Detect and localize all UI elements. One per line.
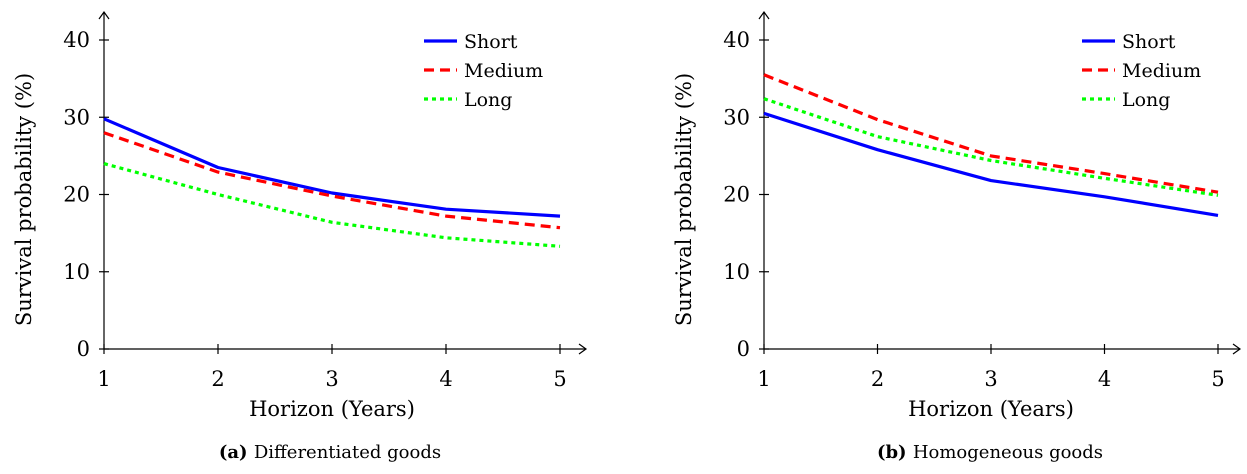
y-tick-label: 40	[723, 28, 750, 52]
x-tick-label: 2	[871, 367, 884, 391]
x-tick-label: 1	[97, 367, 110, 391]
x-tick-label: 2	[211, 367, 224, 391]
legend-label-medium: Medium	[464, 60, 543, 82]
y-tick-label: 10	[723, 260, 750, 284]
y-axis-title: Survival probability (%)	[12, 73, 36, 326]
series-line-long	[103, 162, 561, 248]
x-tick-label: 5	[1211, 367, 1224, 391]
x-tick-label: 1	[757, 367, 770, 391]
y-axis-arrow	[98, 10, 110, 20]
caption-text: Differentiated goods	[254, 442, 441, 463]
legend-label-long: Long	[464, 89, 512, 111]
y-tick-label: 40	[63, 28, 90, 52]
y-tick-label: 0	[737, 337, 750, 361]
x-axis-title: Horizon (Years)	[908, 397, 1074, 421]
x-tick-label: 5	[553, 367, 566, 391]
x-tick-label: 3	[325, 367, 338, 391]
series-line-short	[763, 111, 1219, 217]
y-axis-arrow	[758, 10, 770, 20]
series-line-medium	[103, 131, 561, 230]
x-tick-label: 4	[1098, 367, 1111, 391]
y-tick-label: 30	[723, 105, 750, 129]
series-line-short	[103, 117, 561, 218]
x-axis-arrow	[578, 343, 588, 355]
y-tick-label: 20	[63, 183, 90, 207]
y-tick-label: 30	[63, 105, 90, 129]
legend-label-short: Short	[464, 31, 518, 53]
x-axis-title: Horizon (Years)	[249, 397, 415, 421]
caption-tag: (b)	[877, 442, 913, 463]
caption-text: Homogeneous goods	[913, 442, 1103, 463]
legend-label-long: Long	[1122, 89, 1170, 111]
caption-tag: (a)	[219, 442, 254, 463]
x-tick-label: 4	[439, 367, 452, 391]
series-line-long	[763, 97, 1219, 197]
x-tick-label: 3	[984, 367, 997, 391]
chart-caption: (a) Differentiated goods	[219, 442, 441, 463]
chart-panel-1: 1 2 3 4 5 0 10 20 30 40 Horizon (Years) Survival pr…	[12, 10, 588, 463]
chart-caption: (b) Homogeneous goods	[877, 442, 1103, 463]
legend-label-medium: Medium	[1122, 60, 1201, 82]
x-axis-arrow	[1232, 343, 1242, 355]
legend-label-short: Short	[1122, 31, 1176, 53]
y-tick-label: 10	[63, 260, 90, 284]
y-axis-title: Survival probability (%)	[672, 73, 696, 326]
y-tick-label: 20	[723, 183, 750, 207]
y-tick-label: 0	[77, 337, 90, 361]
chart-panel-2: 1 2 3 4 5 0 10 20 30 40 Horizon (Years) Survival pr…	[672, 10, 1242, 463]
series-line-medium	[763, 73, 1219, 194]
